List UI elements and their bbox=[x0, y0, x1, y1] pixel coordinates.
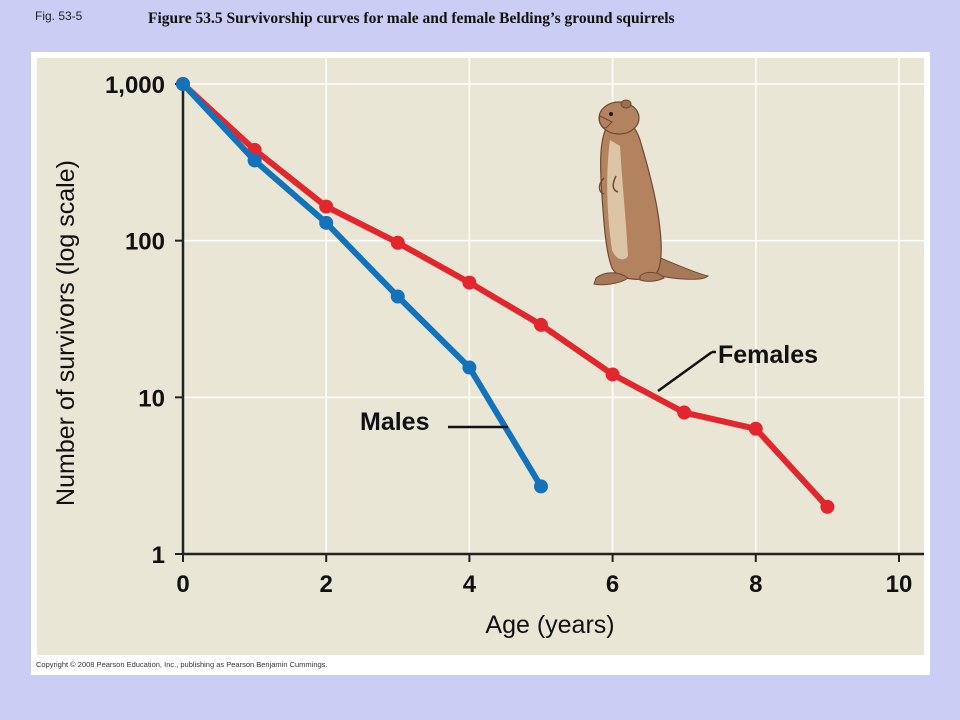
males-data-point bbox=[176, 77, 190, 91]
y-tick-label: 10 bbox=[138, 385, 165, 412]
x-tick-label: 0 bbox=[176, 571, 189, 598]
ground-squirrel-icon bbox=[593, 99, 709, 286]
y-tick-label: 100 bbox=[125, 229, 165, 256]
females-data-point bbox=[677, 405, 692, 420]
males-series-line bbox=[180, 81, 544, 490]
males-series-label: Males bbox=[360, 408, 429, 436]
females-callout-line bbox=[657, 350, 713, 393]
x-tick-label: 2 bbox=[320, 571, 333, 598]
females-data-point bbox=[605, 367, 620, 382]
x-tick-label: 8 bbox=[749, 571, 762, 598]
y-axis-title: Number of survivors (log scale) bbox=[52, 160, 80, 506]
males-data-point bbox=[462, 360, 477, 375]
x-tick-label: 6 bbox=[606, 571, 619, 598]
copyright-notice: Copyright © 2008 Pearson Education, Inc.… bbox=[36, 660, 328, 669]
females-data-point bbox=[534, 317, 548, 332]
plot-background bbox=[37, 58, 924, 655]
females-data-point bbox=[319, 199, 334, 214]
females-data-point bbox=[462, 275, 477, 290]
y-tick-label: 1 bbox=[152, 542, 165, 569]
tick-labels: 0 2 4 6 8 10 1 10 100 1,000 bbox=[105, 72, 912, 598]
y-tick-label: 1,000 bbox=[105, 72, 165, 99]
females-series-line bbox=[180, 81, 831, 510]
females-data-point bbox=[820, 499, 835, 514]
females-series-label: Females bbox=[718, 341, 818, 369]
females-data-point bbox=[390, 235, 405, 250]
males-data-point bbox=[534, 479, 548, 494]
males-data-point bbox=[247, 153, 262, 168]
data-series bbox=[176, 77, 835, 514]
x-tick-label: 10 bbox=[886, 571, 913, 598]
grid-lines bbox=[183, 58, 924, 554]
x-axis-title: Age (years) bbox=[485, 611, 614, 639]
x-tick-label: 4 bbox=[463, 571, 477, 598]
figure-number-label: Fig. 53-5 bbox=[35, 9, 83, 23]
males-data-point bbox=[390, 289, 405, 304]
females-data-point bbox=[748, 421, 763, 436]
males-data-point bbox=[319, 215, 334, 230]
figure-title: Figure 53.5 Survivorship curves for male… bbox=[148, 10, 675, 27]
